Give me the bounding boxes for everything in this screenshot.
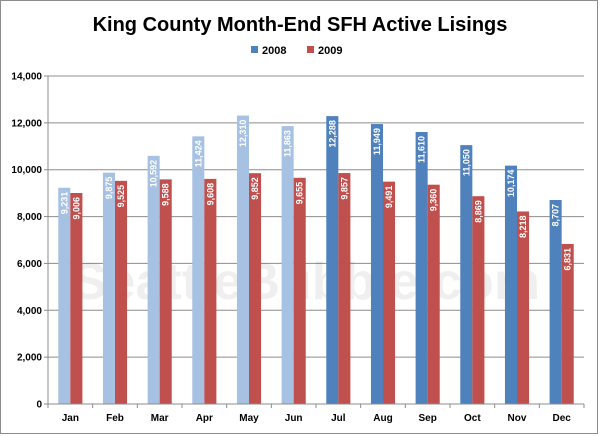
bar-2008-aug <box>370 124 383 404</box>
bar-2008-jul <box>326 116 339 404</box>
y-tick-label: 14,000 <box>11 72 42 83</box>
x-tick-label: Apr <box>196 413 213 424</box>
bar-value-label: 8,869 <box>473 200 483 223</box>
bar-value-label: 9,608 <box>205 183 215 206</box>
bar-2009-may <box>249 173 262 404</box>
bar-2008-oct <box>460 145 473 404</box>
bar-value-label: 11,949 <box>372 128 382 155</box>
bar-2008-nov <box>504 165 517 404</box>
bar-2009-mar <box>159 179 172 404</box>
x-tick-label: Jun <box>285 413 303 424</box>
bar-2009-feb <box>115 180 128 404</box>
bars <box>58 115 574 405</box>
bar-value-label: 9,525 <box>116 185 126 208</box>
gridlines <box>48 75 584 358</box>
y-tick-label: 10,000 <box>11 165 42 176</box>
bar-2008-apr <box>192 136 205 405</box>
y-tick-label: 2,000 <box>17 353 42 364</box>
bar-2008-mar <box>147 155 160 404</box>
bar-value-label: 9,588 <box>161 183 171 206</box>
y-tick-label: 12,000 <box>11 118 42 129</box>
bar-value-label: 9,231 <box>59 192 69 215</box>
bar-2009-jan <box>70 193 83 404</box>
chart-title: King County Month-End SFH Active Lisings <box>93 14 508 36</box>
x-tick-label: Jul <box>331 413 346 424</box>
bar-2009-oct <box>472 196 485 404</box>
bar-value-label: 9,875 <box>104 177 114 200</box>
x-tick-label: Feb <box>106 413 124 424</box>
bar-value-label: 12,288 <box>327 120 337 148</box>
x-tick-label: Sep <box>418 413 436 424</box>
bar-value-label: 11,050 <box>461 149 471 176</box>
legend-swatch-2008 <box>251 46 258 53</box>
legend-label-2009: 2009 <box>318 45 342 57</box>
y-tick-label: 4,000 <box>17 306 42 317</box>
bar-2009-nov <box>517 211 530 404</box>
bar-2009-aug <box>383 181 396 404</box>
bar-2009-apr <box>204 178 217 404</box>
y-tick-label: 8,000 <box>17 212 42 223</box>
bar-2008-dec <box>549 200 562 404</box>
bar-value-label: 6,831 <box>563 248 573 271</box>
bar-value-label: 11,424 <box>193 140 203 167</box>
bar-value-label: 8,218 <box>518 215 528 238</box>
bar-2008-may <box>236 115 249 404</box>
x-tick-label: Aug <box>373 413 392 424</box>
x-tick-label: Dec <box>552 413 571 424</box>
legend-label-2008: 2008 <box>262 45 286 57</box>
x-axis-ticks: Jan Feb Mar Apr May Jun Jul Aug Sep Oct Nov Dec <box>47 404 585 424</box>
legend: 2008 2009 <box>251 45 342 57</box>
bar-value-label: 9,006 <box>71 197 81 220</box>
bar-2009-jun <box>293 177 306 404</box>
x-tick-label: Oct <box>464 413 481 424</box>
bar-2008-jun <box>281 126 294 404</box>
x-tick-label: Nov <box>508 413 527 424</box>
bar-2009-sep <box>427 184 440 404</box>
y-tick-label: 6,000 <box>17 259 42 270</box>
x-tick-label: Mar <box>151 413 169 424</box>
y-axis-ticks: 0 2,000 4,000 6,000 8,000 10,000 12,000 14,000 <box>11 72 48 411</box>
bar-2008-jan <box>58 187 71 404</box>
bar-2009-dec <box>561 243 574 404</box>
legend-swatch-2009 <box>307 46 314 53</box>
bar-2008-feb <box>102 172 115 404</box>
bar-value-label: 9,857 <box>339 177 349 200</box>
bar-value-label: 8,707 <box>551 204 561 227</box>
bar-value-label: 9,852 <box>250 177 260 200</box>
bar-value-label: 10,174 <box>506 170 516 198</box>
x-tick-label: May <box>239 413 259 424</box>
bar-value-label: 10,592 <box>149 160 159 188</box>
bar-value-label: 11,863 <box>283 130 293 157</box>
bar-value-label: 9,360 <box>429 189 439 212</box>
bar-value-label: 11,610 <box>417 136 427 163</box>
bar-value-label: 9,491 <box>384 186 394 209</box>
bar-2008-sep <box>415 131 428 404</box>
bar-value-label: 9,655 <box>295 182 305 205</box>
y-tick-label: 0 <box>36 400 42 411</box>
x-tick-label: Jan <box>62 413 79 424</box>
bar-value-label: 12,310 <box>238 120 248 148</box>
bar-2009-jul <box>338 173 351 404</box>
